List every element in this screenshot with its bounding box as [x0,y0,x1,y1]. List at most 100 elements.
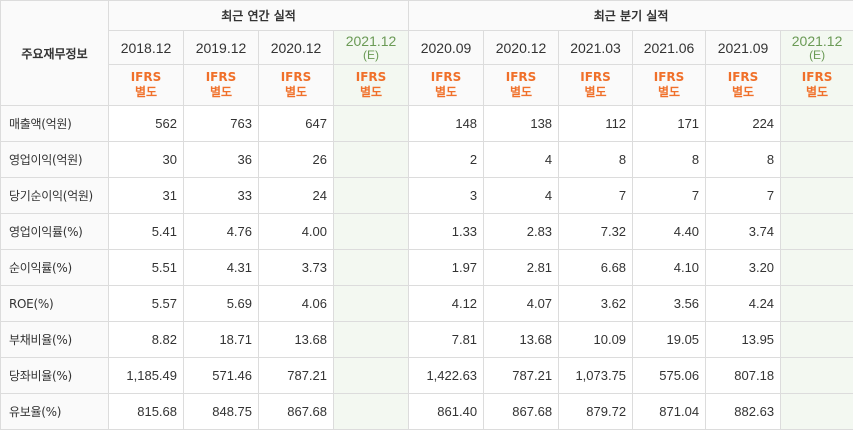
estimate-cell [780,393,853,430]
table-row: 매출액(억원) 562 763 647 148 138 112 171 224 [0,105,853,142]
value-cell: 763 [183,105,259,142]
value-cell: 2.81 [483,249,560,286]
estimate-marker: (E) [363,47,380,62]
value-cell: 575.06 [632,357,707,394]
value-cell: 5.69 [183,285,259,322]
ifrs-label: IFRS 별도 [483,64,560,106]
ifrs-basis: 별도 [806,85,829,99]
value-cell: 867.68 [258,393,334,430]
ifrs-basis: 별도 [435,85,458,99]
value-cell: 1.33 [408,213,485,250]
quarter-period-header: 2020.09 [408,30,485,65]
value-cell: 879.72 [558,393,634,430]
estimate-cell [780,213,853,250]
value-cell: 3.73 [258,249,334,286]
estimate-cell [332,177,410,214]
table-row: 당좌비율(%) 1,185.49 571.46 787.21 1,422.63 787.2… [0,357,853,394]
ifrs-label: IFRS 별도 [632,64,707,106]
table-header: 주요재무정보 최근 연간 실적 최근 분기 실적 2018.12 2019.12 2… [0,0,853,106]
period-date: 2021.06 [643,39,695,56]
value-cell: 4.40 [632,213,707,250]
ifrs-standard: IFRS [505,70,537,84]
value-cell: 848.75 [183,393,259,430]
value-cell: 882.63 [705,393,782,430]
ifrs-label: IFRS 별도 [558,64,634,106]
table-row: 영업이익(억원) 30 36 26 2 4 8 8 8 [0,141,853,178]
value-cell: 3.74 [705,213,782,250]
quarter-period-header: 2021.09 [705,30,782,65]
quarter-period-header: 2021.12 (E) [780,30,853,65]
ifrs-label: IFRS 별도 [258,64,334,106]
quarter-period-header: 2021.06 [632,30,707,65]
estimate-cell [332,321,410,358]
estimate-cell [780,177,853,214]
annual-period-header: 2019.12 [183,30,259,65]
row-label: 영업이익(억원) [0,141,109,178]
ifrs-basis: 별도 [732,85,755,99]
table-row: 순이익률(%) 5.51 4.31 3.73 1.97 2.81 6.68 4.10 3.20 [0,249,853,286]
value-cell: 7.81 [408,321,485,358]
value-cell: 4.00 [258,213,334,250]
value-cell: 26 [258,141,334,178]
row-label: 부채비율(%) [0,321,109,358]
estimate-cell [780,141,853,178]
table-row: 당기순이익(억원) 31 33 24 3 4 7 7 7 [0,177,853,214]
estimate-cell [780,285,853,322]
estimate-cell [780,105,853,142]
ifrs-label: IFRS 별도 [183,64,259,106]
row-label: 순이익률(%) [0,249,109,286]
value-cell: 3.20 [705,249,782,286]
ifrs-basis: 별도 [510,85,533,99]
value-cell: 3 [408,177,485,214]
estimate-cell [780,321,853,358]
value-cell: 2 [408,141,485,178]
value-cell: 112 [558,105,634,142]
value-cell: 2.83 [483,213,560,250]
estimate-cell [332,249,410,286]
ifrs-standard: IFRS [205,70,237,84]
value-cell: 4.10 [632,249,707,286]
value-cell: 10.09 [558,321,634,358]
ifrs-basis: 별도 [134,85,158,99]
value-cell: 571.46 [183,357,259,394]
table-row: 유보율(%) 815.68 848.75 867.68 861.40 867.68 879.… [0,393,853,430]
annual-period-header: 2018.12 [108,30,184,65]
value-cell: 6.68 [558,249,634,286]
ifrs-label: IFRS 별도 [332,64,410,106]
quarter-period-header: 2020.12 [483,30,560,65]
value-cell: 1,422.63 [408,357,485,394]
corner-label: 주요재무정보 [0,0,109,106]
ifrs-label: IFRS 별도 [780,64,853,106]
period-date: 2021.03 [570,39,621,56]
value-cell: 787.21 [483,357,560,394]
value-cell: 3.56 [632,285,707,322]
ifrs-basis: 별도 [359,85,383,99]
value-cell: 8 [558,141,634,178]
period-date: 2019.12 [195,39,247,56]
value-cell: 1.97 [408,249,485,286]
value-cell: 1,073.75 [558,357,634,394]
ifrs-standard: IFRS [355,70,387,84]
value-cell: 8 [705,141,782,178]
value-cell: 5.41 [108,213,184,250]
value-cell: 33 [183,177,259,214]
value-cell: 36 [183,141,259,178]
period-date: 2021.09 [717,39,769,56]
value-cell: 224 [705,105,782,142]
value-cell: 148 [408,105,485,142]
ifrs-basis: 별도 [584,85,607,99]
value-cell: 861.40 [408,393,485,430]
value-cell: 138 [483,105,560,142]
row-label: 영업이익률(%) [0,213,109,250]
value-cell: 807.18 [705,357,782,394]
ifrs-basis: 별도 [209,85,233,99]
ifrs-standard: IFRS [280,70,312,84]
value-cell: 13.68 [483,321,560,358]
ifrs-standard: IFRS [580,70,611,84]
value-cell: 4 [483,177,560,214]
period-date: 2021.12 [345,32,397,49]
estimate-cell [332,393,410,430]
row-label: 매출액(억원) [0,105,109,142]
estimate-cell [780,357,853,394]
